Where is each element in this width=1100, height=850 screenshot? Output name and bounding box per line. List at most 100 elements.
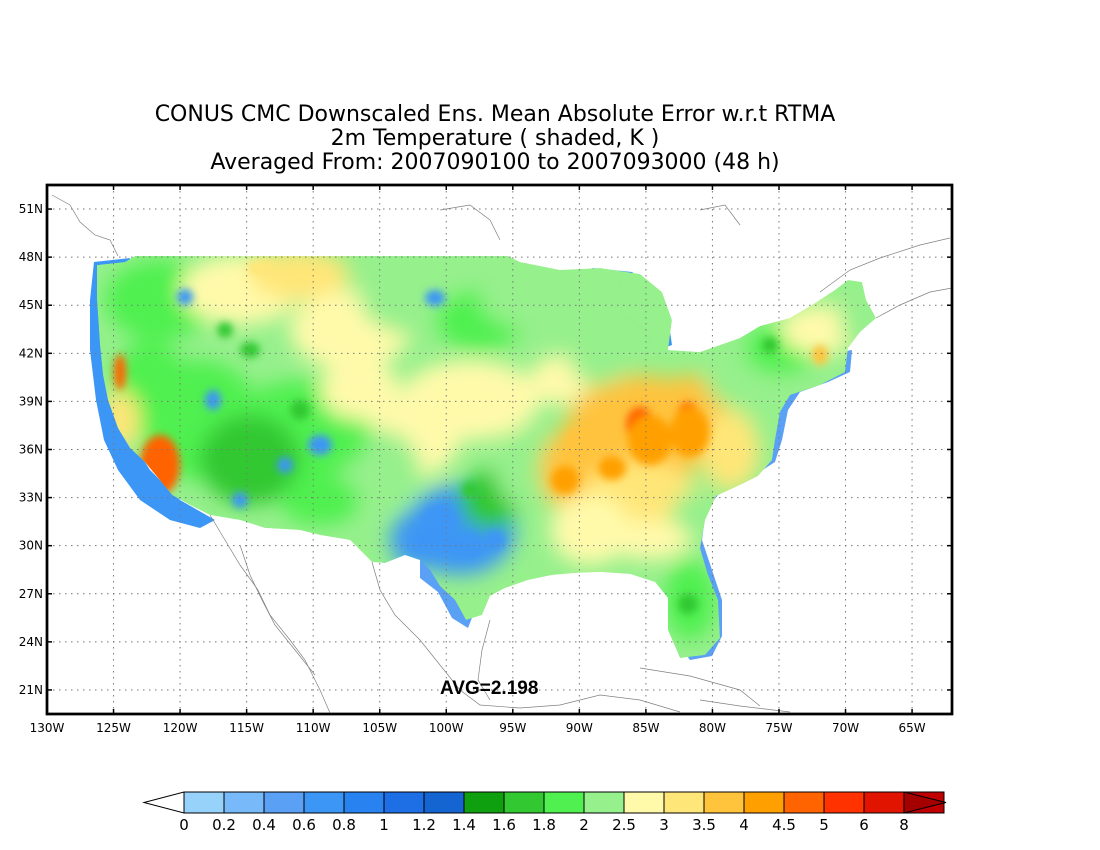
- colorbar-label: 2.5: [612, 816, 636, 834]
- lon-tick-label: 120W: [163, 721, 198, 735]
- colorbar-label: 0.2: [212, 816, 236, 834]
- colorbar-label: 1.6: [492, 816, 516, 834]
- map-area: AVG=2.198: [47, 185, 952, 714]
- colorbar-label: 1.4: [452, 816, 476, 834]
- lat-lon-grid: [47, 185, 952, 714]
- axis-ticks: [46, 185, 952, 714]
- colorbar-label: 6: [859, 816, 869, 834]
- field-spot: [205, 390, 221, 410]
- field-spot: [565, 428, 595, 452]
- lat-tick-label: 24N: [19, 635, 43, 649]
- map-title-line-1: CONUS CMC Downscaled Ens. Mean Absolute …: [154, 102, 836, 127]
- lat-tick-label: 36N: [19, 443, 43, 457]
- field-spot: [812, 345, 828, 365]
- colorbar-over-triangle: [903, 791, 947, 814]
- colorbar-label: 8: [899, 816, 909, 834]
- map-title-line-2: 2m Temperature ( shaded, K ): [330, 126, 660, 151]
- colorbar-label: 1: [379, 816, 389, 834]
- lat-tick-label: 21N: [19, 683, 43, 697]
- field-spot: [425, 290, 445, 306]
- colorbar-swatch: [663, 791, 705, 814]
- coastline-outlines: [51, 194, 952, 714]
- colorbar-swatch: [223, 791, 265, 814]
- field-region: [780, 305, 860, 355]
- colorbar-swatch: [583, 791, 625, 814]
- lon-tick-label: 80W: [699, 721, 726, 735]
- lon-tick-label: 105W: [362, 721, 397, 735]
- colorbar-label: 1.2: [412, 816, 436, 834]
- colorbar-swatch: [183, 791, 225, 814]
- field-spot: [462, 482, 478, 498]
- colorbar-swatch: [503, 791, 545, 814]
- field-spot: [308, 435, 332, 455]
- longitude-labels: 130W 125W 120W 115W 110W 105W 100W 95W 90W 85W 80W…: [30, 721, 926, 735]
- field-spot: [232, 492, 248, 508]
- colorbar-swatch: [823, 791, 865, 814]
- lon-tick-label: 110W: [296, 721, 331, 735]
- colorbar: 0 0.2 0.4 0.6 0.8 1 1.2 1.4 1.6 1.8 2 2.5 3 3.5 4 4.5 5 6…: [142, 791, 947, 834]
- average-mae-label: AVG=2.198: [440, 678, 538, 699]
- colorbar-label: 4: [739, 816, 749, 834]
- lon-tick-label: 85W: [632, 721, 659, 735]
- lat-tick-label: 27N: [19, 587, 43, 601]
- colorbar-swatch: [343, 791, 385, 814]
- field-spot: [598, 456, 626, 480]
- field-spot: [217, 322, 233, 338]
- colorbar-swatch: [383, 791, 425, 814]
- lon-tick-label: 125W: [96, 721, 131, 735]
- field-spot: [485, 530, 505, 550]
- field-region: [480, 270, 600, 330]
- field-region: [570, 335, 630, 385]
- field-region: [200, 415, 300, 505]
- field-region: [320, 360, 400, 420]
- colorbar-label: 5: [819, 816, 829, 834]
- colorbar-swatch: [783, 791, 825, 814]
- latitude-labels: 51N 48N 45N 42N 39N 36N 33N 30N 27N 24N 21N: [19, 202, 43, 697]
- colorbar-label: 2: [579, 816, 589, 834]
- lon-tick-label: 100W: [429, 721, 464, 735]
- map-title-line-3: Averaged From: 2007090100 to 2007093000 …: [210, 150, 780, 175]
- field-region: [250, 256, 350, 300]
- field-spot: [458, 533, 482, 557]
- field-spot: [177, 289, 193, 305]
- lon-tick-label: 75W: [765, 721, 792, 735]
- field-region: [700, 410, 760, 490]
- colorbar-label: 3: [659, 816, 669, 834]
- lat-tick-label: 39N: [19, 394, 43, 408]
- field-spot: [628, 415, 672, 465]
- field-spot: [762, 337, 778, 353]
- colorbar-swatch: [863, 791, 905, 814]
- colorbar-swatch: [743, 791, 785, 814]
- field-spot: [422, 506, 458, 534]
- temperature-mae-field: [97, 256, 876, 658]
- field-spot: [290, 400, 310, 420]
- lat-tick-label: 42N: [19, 346, 43, 360]
- field-spot: [678, 594, 698, 614]
- colorbar-label: 0.6: [292, 816, 316, 834]
- colorbar-swatch: [703, 791, 745, 814]
- colorbar-label: 0: [179, 816, 189, 834]
- lon-tick-label: 130W: [30, 721, 65, 735]
- field-spot: [240, 342, 260, 358]
- colorbar-swatch: [423, 791, 465, 814]
- lat-tick-label: 33N: [19, 491, 43, 505]
- field-region: [610, 520, 690, 560]
- field-spot: [114, 354, 126, 390]
- lat-tick-label: 45N: [19, 298, 43, 312]
- lon-tick-label: 90W: [566, 721, 593, 735]
- lat-tick-label: 48N: [19, 250, 43, 264]
- lon-tick-label: 95W: [499, 721, 526, 735]
- colorbar-label: 4.5: [772, 816, 796, 834]
- lon-tick-label: 70W: [832, 721, 859, 735]
- field-region: [280, 475, 360, 525]
- field-spot: [551, 466, 579, 494]
- colorbar-swatch: [623, 791, 665, 814]
- colorbar-under-triangle: [142, 791, 185, 814]
- colorbar-swatch: [263, 791, 305, 814]
- colorbar-label: 1.8: [532, 816, 556, 834]
- field-region: [550, 495, 630, 565]
- colorbar-label: 3.5: [692, 816, 716, 834]
- lat-tick-label: 30N: [19, 539, 43, 553]
- lon-tick-label: 65W: [899, 721, 926, 735]
